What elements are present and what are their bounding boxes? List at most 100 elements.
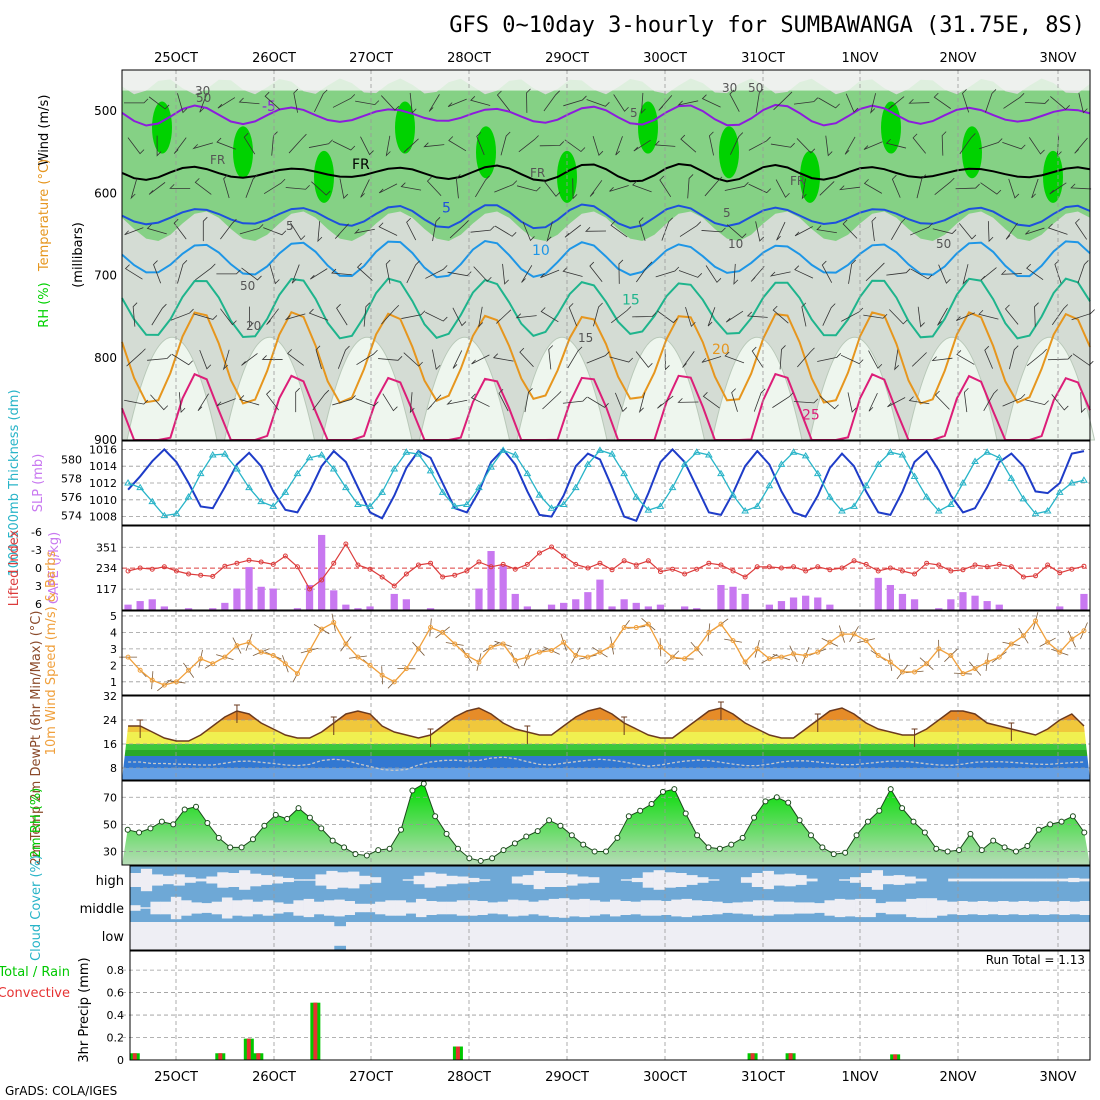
thickness-point — [208, 451, 217, 458]
wind-barb — [748, 136, 771, 151]
wind-tick: 1 — [110, 676, 117, 689]
wind-barb — [130, 178, 138, 200]
wind-barb — [1054, 260, 1062, 284]
temp-minmax-bar — [717, 701, 724, 720]
wind-speed-point — [682, 656, 688, 662]
precip-convective-bar — [750, 1053, 755, 1060]
wind-barb — [589, 180, 603, 197]
wind-barb — [704, 176, 723, 197]
wind-barb — [592, 135, 604, 156]
wind-barb — [290, 222, 306, 241]
cloud-cell — [622, 922, 635, 950]
lifted-index-point — [682, 571, 688, 577]
cloud-cell — [478, 922, 491, 950]
wind-barb — [614, 392, 628, 413]
cloud-cell — [631, 877, 644, 883]
wind-speed-point — [234, 643, 240, 649]
cloud-cell — [610, 922, 623, 950]
thickness-point — [789, 448, 798, 455]
lifted-index-point — [282, 553, 288, 559]
thickness-slp-panel: 1008 1010 1012 1014 1016 574 576 578 580 1000-500… — [7, 389, 1091, 577]
cloud-cell — [804, 902, 815, 914]
wind-barb — [127, 137, 145, 155]
wind-barb — [192, 142, 214, 150]
rh-point — [694, 832, 701, 839]
cape-bar — [233, 588, 241, 610]
cloud-cell — [1006, 922, 1019, 950]
wind-barb — [755, 88, 764, 113]
wind-barb — [610, 306, 632, 324]
cloud-cell — [238, 922, 251, 950]
cape-bar — [717, 584, 725, 610]
contour-label: 5 — [286, 219, 294, 233]
wind-barb — [518, 135, 539, 153]
wind-barb — [618, 259, 624, 284]
lifted-index-point — [149, 566, 155, 572]
wind-speed-point — [621, 624, 627, 630]
wind-barb — [818, 97, 840, 109]
wind-barb — [312, 389, 330, 411]
wind-speed-point — [633, 624, 639, 630]
wind-barb — [295, 387, 300, 413]
cape-bar — [814, 597, 822, 610]
cloud-cell — [418, 922, 431, 950]
rh-saturated-patch — [962, 126, 982, 179]
thickness-point — [462, 500, 471, 507]
cloud-cell — [589, 900, 601, 916]
wind-barb — [173, 218, 187, 240]
wind-barb — [356, 262, 373, 281]
wind-barb — [353, 228, 375, 234]
contour-label: 20 — [246, 319, 261, 333]
cloud-cell — [415, 898, 427, 918]
cloud-cell — [286, 922, 299, 950]
footer-credit: GrADS: COLA/IGES — [5, 1084, 117, 1098]
wind-barb — [409, 392, 415, 414]
wind-barb — [819, 181, 835, 196]
cloud-cell — [1024, 878, 1036, 882]
rh-point — [249, 836, 256, 843]
wind-barb — [658, 95, 673, 111]
date-label-bottom: 1NOV — [842, 1070, 879, 1085]
date-label-top: 25OCT — [154, 51, 198, 66]
lifted-index-point — [1081, 563, 1087, 569]
cloud-cell — [406, 922, 419, 950]
wind-barb — [729, 89, 740, 112]
wind-barb — [406, 260, 420, 284]
wind-barb — [585, 227, 607, 232]
cloud-cell — [718, 922, 731, 950]
lifted-axis-label: Lifted Index — [7, 529, 22, 606]
cloud-cell — [370, 877, 382, 883]
cloud-row-label: low — [102, 930, 125, 945]
lifted-index-point — [161, 564, 167, 570]
cape-bar — [729, 586, 737, 610]
wind-barb — [151, 303, 167, 326]
lifted-index-point — [1069, 566, 1075, 572]
wind-barb — [654, 140, 676, 147]
cloud-cell — [860, 873, 873, 887]
rh-saturated-patch — [314, 150, 334, 203]
thickness-point — [341, 483, 350, 491]
cape-bar — [910, 599, 919, 610]
wind-barb — [890, 218, 906, 241]
rh-point — [682, 810, 689, 817]
precip-tick: 0.4 — [107, 1009, 125, 1022]
lifted-index-point — [307, 586, 313, 592]
rh-point — [625, 813, 632, 820]
cloud-cell — [926, 898, 938, 918]
lifted-index-point — [730, 568, 736, 574]
thickness-point — [438, 488, 447, 495]
cloud-cell — [844, 899, 856, 917]
rh-point — [1012, 848, 1019, 855]
wind-barb — [170, 308, 194, 321]
wind-barb — [245, 174, 258, 198]
wind-barb — [385, 259, 391, 284]
cloud-axis-label: Cloud Cover (%) — [29, 855, 44, 961]
wind-barb — [822, 303, 836, 326]
wind-barb — [664, 349, 670, 371]
wind-barb — [635, 351, 653, 368]
cloud-cover-panel: high middle low Cloud Cover (%) — [29, 855, 1091, 961]
rh-point — [523, 833, 530, 840]
wind-barb — [656, 310, 678, 324]
wind-barb — [871, 216, 877, 242]
cloud-cell — [850, 877, 862, 883]
